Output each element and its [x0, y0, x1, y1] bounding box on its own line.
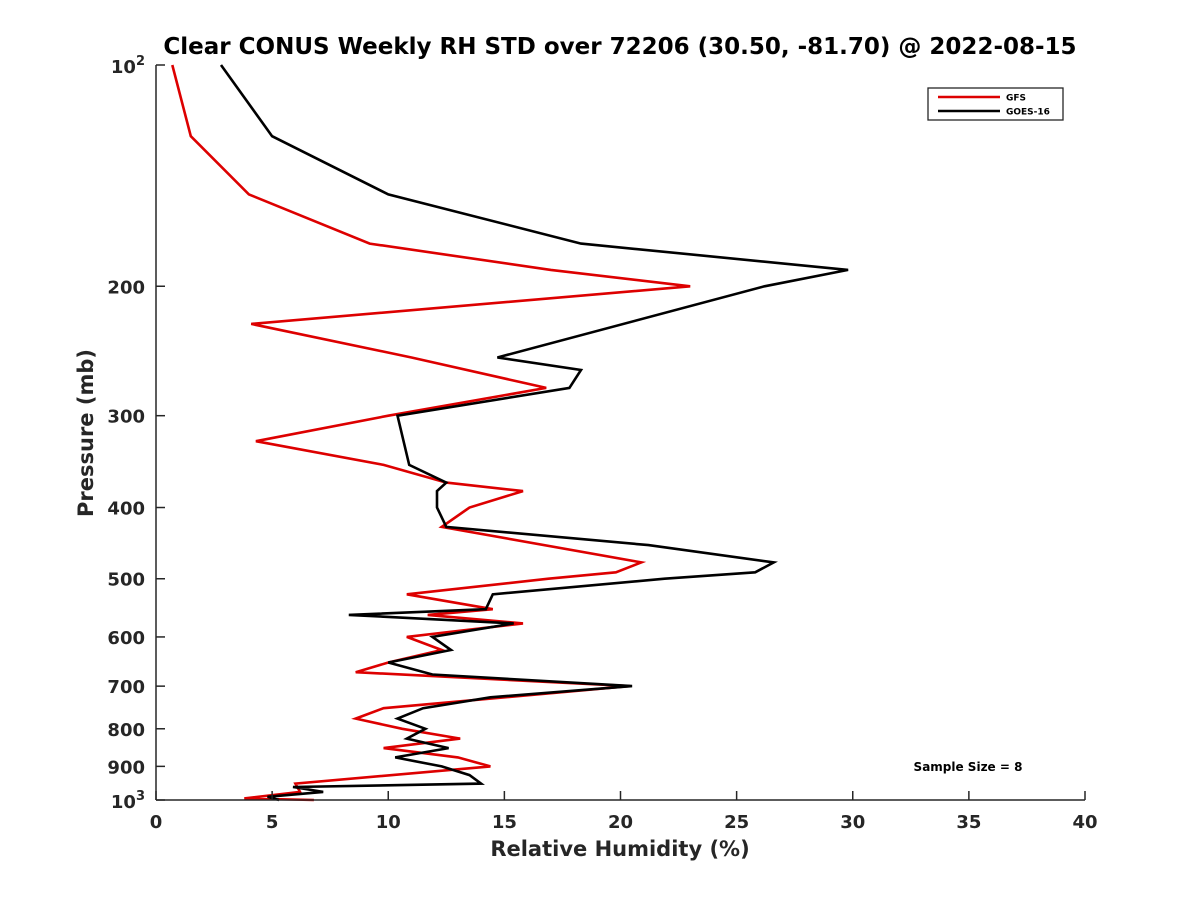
y-axis-label: Pressure (mb) — [74, 349, 98, 517]
legend: GFS GOES-16 — [927, 87, 1064, 121]
series-lines — [171, 64, 849, 802]
sample-size-annotation: Sample Size = 8 — [914, 760, 1023, 774]
x-axis-label: Relative Humidity (%) — [490, 837, 749, 861]
y-tick-label: 600 — [107, 628, 145, 649]
legend-label: GOES-16 — [1006, 108, 1050, 118]
y-tick-label: 102 — [111, 54, 145, 78]
x-tick-label: 0 — [150, 812, 163, 833]
y-tick-label: 200 — [107, 277, 145, 298]
x-tick-label: 30 — [840, 812, 865, 833]
legend-label: GFS — [1006, 94, 1026, 104]
chart-title: Clear CONUS Weekly RH STD over 72206 (30… — [163, 34, 1076, 60]
x-tick-label: 10 — [376, 812, 401, 833]
y-tick-label: 500 — [107, 570, 145, 591]
x-axis-ticks: 0 5 10 15 20 25 30 35 40 — [150, 791, 1098, 833]
y-tick-label: 103 — [111, 789, 145, 813]
x-tick-label: 35 — [956, 812, 981, 833]
x-tick-label: 25 — [724, 812, 749, 833]
y-axis-ticks: 102 200 300 400 500 600 700 800 900 103 — [107, 54, 165, 813]
y-tick-label: 900 — [107, 757, 145, 778]
x-tick-label: 5 — [266, 812, 279, 833]
y-tick-label: 800 — [107, 720, 145, 741]
series-line-gfs — [171, 64, 691, 802]
x-tick-label: 40 — [1072, 812, 1097, 833]
x-tick-label: 20 — [608, 812, 633, 833]
x-tick-label: 15 — [492, 812, 517, 833]
series-line-goes-16 — [219, 64, 849, 802]
y-tick-label: 300 — [107, 407, 145, 428]
legend-box — [927, 87, 1064, 121]
y-tick-label: 400 — [107, 499, 145, 520]
y-tick-label: 700 — [107, 677, 145, 698]
